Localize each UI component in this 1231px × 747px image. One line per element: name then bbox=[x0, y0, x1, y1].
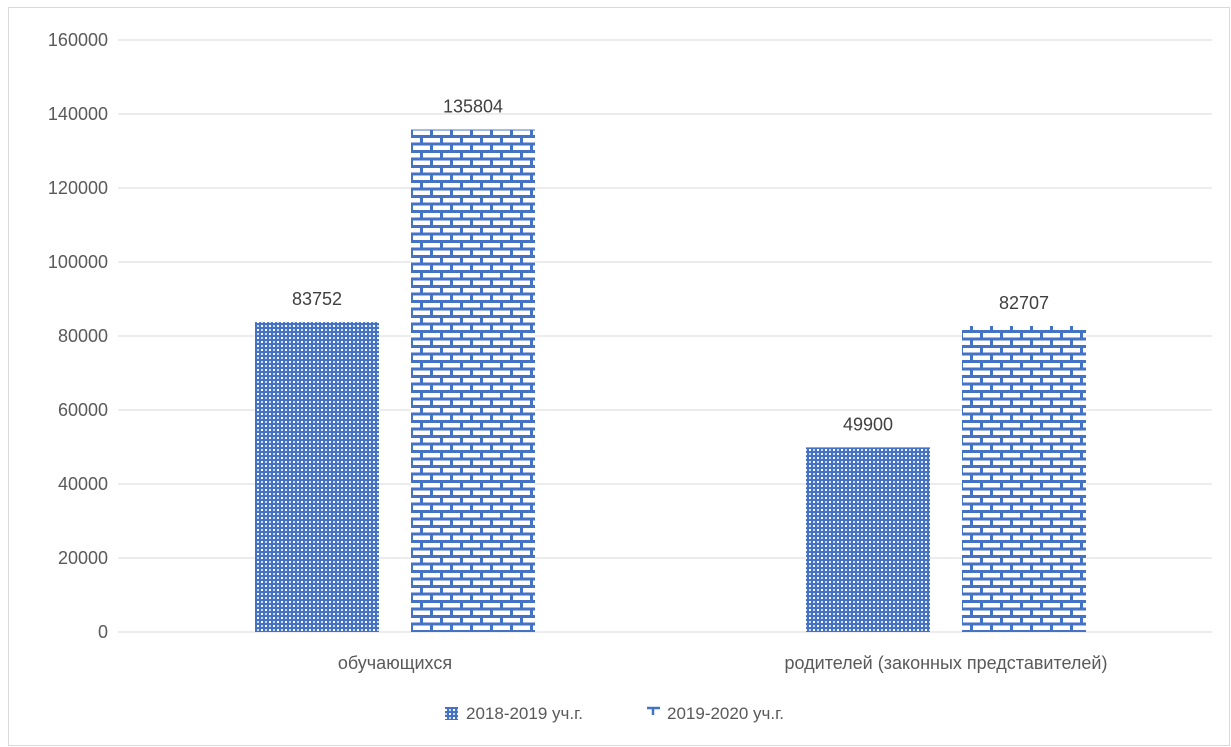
data-label: 82707 bbox=[999, 293, 1049, 313]
y-tick-label: 60000 bbox=[58, 400, 108, 420]
bar-2018-2019-students bbox=[255, 322, 379, 632]
legend-swatch bbox=[445, 707, 458, 720]
y-tick-label: 0 bbox=[98, 622, 108, 642]
y-tick-label: 120000 bbox=[48, 178, 108, 198]
y-tick-label: 100000 bbox=[48, 252, 108, 272]
data-label: 135804 bbox=[443, 97, 503, 117]
bar-2018-2019-parents bbox=[806, 447, 930, 632]
y-tick-label: 160000 bbox=[48, 30, 108, 50]
legend-label: 2019-2020 уч.г. bbox=[667, 704, 784, 723]
bars bbox=[255, 129, 1086, 632]
bar-2019-2020-students bbox=[411, 129, 535, 632]
data-label: 83752 bbox=[292, 289, 342, 309]
legend-label: 2018-2019 уч.г. bbox=[466, 704, 583, 723]
data-labels: 83752 49900 135804 82707 bbox=[292, 97, 1049, 435]
bar-2019-2020-parents bbox=[962, 325, 1086, 632]
x-category-label: обучающихся bbox=[338, 653, 452, 673]
y-tick-label: 40000 bbox=[58, 474, 108, 494]
y-axis: 0 20000 40000 60000 80000 100000 120000 140000 1… bbox=[48, 30, 108, 642]
y-tick-label: 140000 bbox=[48, 104, 108, 124]
x-category-label: родителей (законных представителей) bbox=[785, 653, 1108, 673]
y-tick-label: 20000 bbox=[58, 548, 108, 568]
x-axis: обучающихся родителей (законных представи… bbox=[338, 653, 1108, 673]
y-tick-label: 80000 bbox=[58, 326, 108, 346]
legend-swatch bbox=[647, 706, 660, 715]
data-label: 49900 bbox=[843, 414, 893, 434]
legend: 2018-2019 уч.г. 2019-2020 уч.г. bbox=[445, 704, 784, 723]
